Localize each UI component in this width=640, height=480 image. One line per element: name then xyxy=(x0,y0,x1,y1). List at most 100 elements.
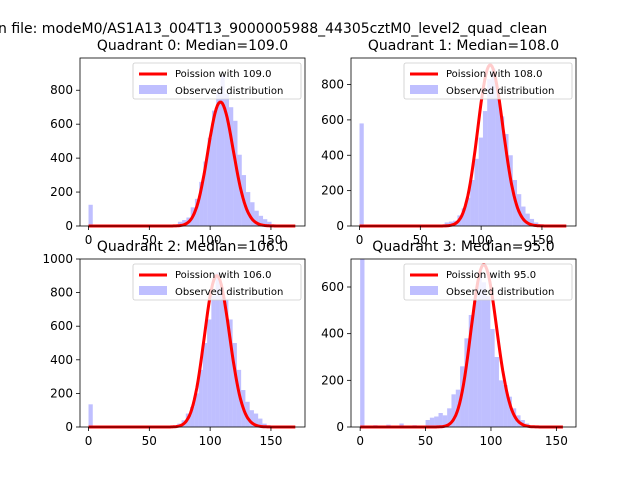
histogram-bar xyxy=(258,418,263,427)
x-tick-label: 150 xyxy=(259,434,282,448)
histogram-bar xyxy=(232,343,237,427)
x-tick-label: 150 xyxy=(545,434,568,448)
histogram-bar xyxy=(249,410,254,427)
histogram-bar xyxy=(228,107,234,226)
histogram-bar xyxy=(254,210,259,226)
histogram-bar xyxy=(470,180,475,226)
histogram-bar xyxy=(194,393,199,427)
histogram-bar xyxy=(202,343,208,427)
legend: Poission with 106.0 Observed distribution xyxy=(132,263,302,301)
histogram-bar xyxy=(481,282,486,427)
histogram-bar xyxy=(451,394,456,427)
histogram-bar xyxy=(486,296,491,427)
histogram-bar xyxy=(207,319,212,427)
legend-label: Poission with 106.0 xyxy=(175,270,271,281)
histogram-bar xyxy=(465,197,471,226)
histogram-bar xyxy=(199,181,204,226)
histogram-bar xyxy=(525,213,530,226)
histogram-bar xyxy=(215,272,220,427)
histogram-bar xyxy=(464,338,469,427)
y-tick-label: 200 xyxy=(50,185,73,199)
histogram-bar xyxy=(495,93,500,226)
x-tick-label: 150 xyxy=(259,233,282,247)
subplot-title: Quadrant 2: Median=106.0 xyxy=(97,239,288,255)
y-tick-label: 1000 xyxy=(42,252,73,266)
x-tick-label: 50 xyxy=(142,434,157,448)
histogram-bar xyxy=(228,319,233,427)
y-tick-label: 200 xyxy=(50,386,73,400)
histogram-bar xyxy=(487,79,492,226)
subplot-quadrant-2: Quadrant 2: Median=106.0 0 50 100 150 0 200 400… xyxy=(42,239,306,448)
x-tick-label: 100 xyxy=(470,233,493,247)
legend-box xyxy=(403,263,573,301)
histogram-bar xyxy=(250,202,255,226)
y-tick-label: 400 xyxy=(321,148,344,162)
histogram-bar xyxy=(194,198,200,226)
histogram-bar xyxy=(233,120,238,226)
histogram-bar xyxy=(360,259,365,427)
histogram-bar xyxy=(211,295,216,427)
histogram-bar xyxy=(258,215,264,226)
axes-frame xyxy=(79,57,306,227)
histogram-bar xyxy=(477,273,482,427)
histogram-bar xyxy=(224,299,229,427)
histogram-bar xyxy=(190,406,195,427)
subplot-title: Quadrant 0: Median=109.0 xyxy=(97,38,288,54)
x-tick-label: 100 xyxy=(199,233,222,247)
y-tick-label: 800 xyxy=(50,83,73,97)
histogram-bar xyxy=(224,93,229,227)
histogram-bar xyxy=(220,74,225,226)
x-tick-label: 0 xyxy=(85,233,93,247)
figure-suptitle: n file: modeM0/AS1A13_004T13_9000005988_… xyxy=(0,21,547,37)
histogram-bar xyxy=(267,221,272,226)
histogram-bar xyxy=(88,204,93,226)
histogram-bar xyxy=(478,137,483,226)
subplot-title: Quadrant 1: Median=108.0 xyxy=(368,38,559,54)
subplot-quadrant-1: Quadrant 1: Median=108.0 0 50 100 150 0 200 400… xyxy=(321,38,577,247)
histogram-bar xyxy=(461,208,466,226)
histogram-bar xyxy=(508,155,513,226)
subplot-title: Quadrant 3: Median=95.0 xyxy=(372,239,554,255)
y-tick-label: 400 xyxy=(50,353,73,367)
histogram-bar xyxy=(88,404,93,427)
histogram-bar xyxy=(474,158,479,226)
legend: Poission with 108.0 Observed distribution xyxy=(403,62,573,100)
histogram-bar xyxy=(177,221,183,226)
y-tick-label: 200 xyxy=(321,184,344,198)
y-tick-label: 400 xyxy=(50,151,73,165)
histogram-bar xyxy=(507,396,512,427)
y-tick-label: 600 xyxy=(50,117,73,131)
legend-bar-swatch xyxy=(410,286,438,295)
legend-label: Poission with 109.0 xyxy=(175,69,271,80)
y-tick-label: 0 xyxy=(336,420,344,434)
x-tick-label: 50 xyxy=(142,233,157,247)
axes-frame xyxy=(350,57,577,227)
histogram-bar xyxy=(434,416,439,427)
histogram-bar xyxy=(198,369,203,427)
histogram-bar xyxy=(498,380,504,427)
x-tick-label: 0 xyxy=(85,434,93,448)
legend-bar-swatch xyxy=(139,85,167,94)
histogram-bar xyxy=(442,415,448,427)
x-tick-label: 50 xyxy=(413,233,428,247)
legend-box xyxy=(132,263,302,301)
histogram-bar xyxy=(219,289,225,427)
subplot-grid: Quadrant 0: Median=109.0 0 50 100 150 0 200 400… xyxy=(42,38,577,448)
legend: Poission with 109.0 Observed distribution xyxy=(132,62,302,100)
legend-label: Poission with 108.0 xyxy=(446,69,542,80)
x-tick-label: 50 xyxy=(418,434,433,448)
legend-box xyxy=(132,62,302,100)
histogram-bar xyxy=(425,420,430,427)
histogram-bar xyxy=(203,161,208,226)
histogram-bar xyxy=(438,413,443,427)
histogram-bar xyxy=(207,137,212,226)
legend-label: Observed distribution xyxy=(446,86,554,97)
x-tick-label: 0 xyxy=(356,233,364,247)
legend-label: Observed distribution xyxy=(446,287,554,298)
y-tick-label: 0 xyxy=(65,219,73,233)
x-tick-label: 150 xyxy=(530,233,553,247)
x-tick-label: 100 xyxy=(480,434,503,448)
legend-label: Poission with 95.0 xyxy=(446,270,536,281)
legend-label: Observed distribution xyxy=(175,287,283,298)
